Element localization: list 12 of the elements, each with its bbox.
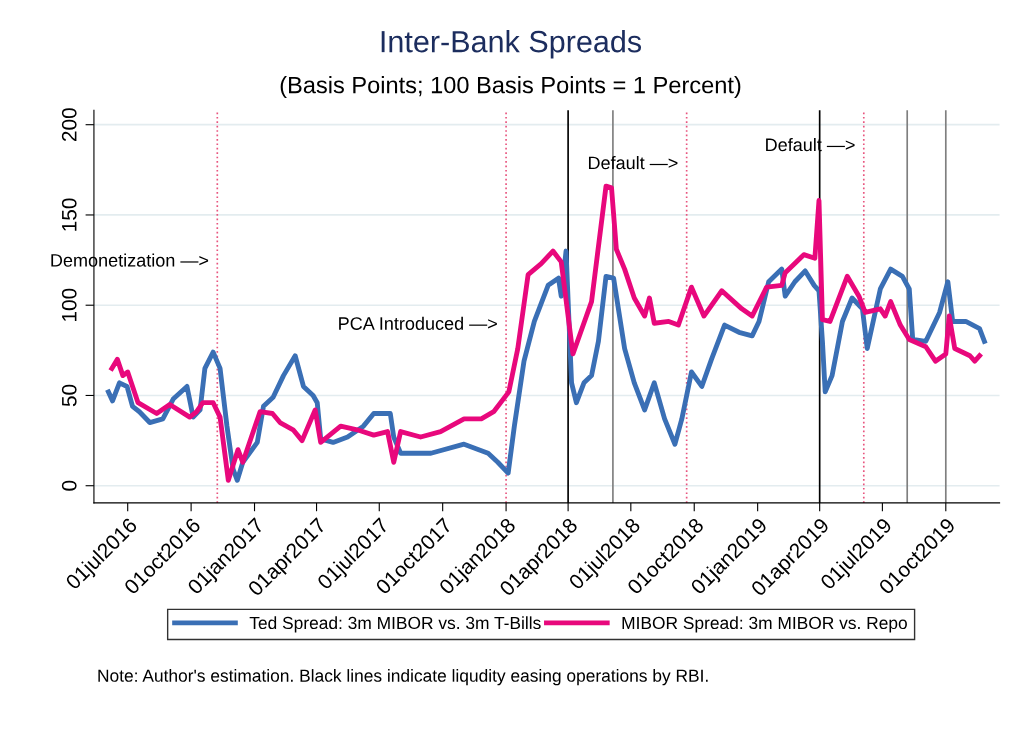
text: Note: Author's estimation. Black lines indicate liqudity easing operations by RBI. — [98, 669, 708, 686]
y-tick-label: 150 — [61, 198, 77, 231]
y-tick-label: 100 — [61, 288, 77, 321]
legend-label: MIBOR Spread: 3m MIBOR vs. Repo — [622, 616, 907, 633]
y-tick-label: 50 — [61, 384, 77, 407]
legend-label: Ted Spread: 3m MIBOR vs. 3m T-Bills — [249, 616, 541, 633]
chart-subtitle: (Basis Points; 100 Basis Points = 1 Percent) — [280, 76, 741, 99]
annotation: Default —> — [588, 156, 678, 170]
annotation: PCA Introduced —> — [339, 316, 497, 330]
chart-title: Inter-Bank Spreads — [381, 30, 642, 59]
y-tick-label: 200 — [61, 108, 77, 142]
y-tick-label: 0 — [61, 480, 77, 491]
